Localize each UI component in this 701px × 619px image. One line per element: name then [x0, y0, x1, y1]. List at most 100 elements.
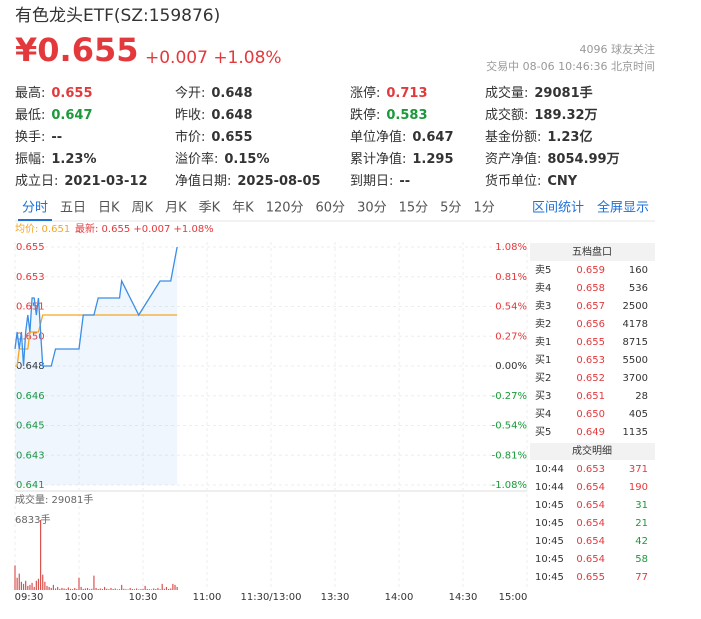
legend-average: 均价: 0.651	[15, 223, 70, 235]
trade-volume: 58	[635, 554, 648, 565]
book-price: 0.655	[576, 337, 605, 348]
stat-label: 到期日:	[350, 174, 393, 189]
period-tab[interactable]: 120分	[266, 201, 304, 216]
volume-bar	[155, 588, 157, 590]
volume-bar	[59, 588, 61, 590]
stat-label: 资产净值:	[485, 151, 541, 167]
trade-price: 0.654	[576, 518, 605, 529]
volume-bar	[110, 587, 112, 590]
stat-item: 跌停: 0.583	[350, 107, 428, 123]
volume-bar	[80, 586, 82, 590]
stat-label: 货币单位:	[485, 173, 541, 189]
volume-bar	[14, 565, 16, 590]
stat-value: CNY	[547, 174, 577, 189]
trades-title: 成交明细	[572, 444, 612, 457]
y-tick-label: 0.655	[16, 242, 45, 253]
volume-bar	[84, 588, 86, 590]
stat-value: 1.295	[412, 152, 453, 167]
stat-value: 1.23亿	[547, 129, 592, 145]
fund-title: 有色龙头ETF(SZ:159876)	[15, 6, 220, 26]
period-tab[interactable]: 季K	[199, 201, 221, 216]
volume-bar	[153, 588, 155, 590]
period-tab[interactable]: 5分	[440, 201, 461, 216]
stat-label: 溢价率:	[175, 151, 218, 167]
volume-bar	[125, 589, 127, 590]
trade-volume: 190	[629, 482, 648, 493]
period-tab[interactable]: 30分	[357, 201, 387, 216]
volume-bar	[161, 583, 163, 590]
volume-bar	[50, 587, 52, 590]
volume-bar	[91, 588, 93, 590]
stat-label: 单位净值:	[350, 129, 406, 145]
stat-label: 基金份额:	[485, 129, 541, 145]
volume-bar	[97, 588, 99, 590]
stat-value: 0.647	[412, 130, 453, 145]
volume-bar	[116, 589, 118, 590]
volume-bar	[89, 589, 91, 590]
stat-value: --	[51, 130, 62, 145]
book-price: 0.653	[576, 355, 605, 366]
book-volume: 28	[635, 391, 648, 402]
volume-bar	[93, 575, 95, 590]
stat-label: 市价:	[175, 129, 205, 145]
y-tick-label: 0.646	[16, 391, 45, 402]
y-tick-label: 0.641	[16, 480, 45, 491]
stat-label: 成交量:	[485, 85, 528, 101]
trade-volume: 77	[635, 572, 648, 583]
stat-label: 换手:	[15, 130, 45, 145]
period-tab[interactable]: 日K	[98, 201, 120, 216]
trade-time: 10:45	[535, 518, 564, 529]
period-tab[interactable]: 年K	[232, 201, 254, 216]
volume-bar	[140, 589, 142, 590]
volume-bar	[18, 573, 20, 590]
x-tick-label: 14:30	[449, 592, 478, 603]
stat-item: 成交量: 29081手	[485, 85, 593, 101]
y-tick-label: 0.650	[16, 331, 45, 342]
volume-bar	[25, 580, 27, 590]
stat-item: 换手: --	[15, 130, 62, 145]
volume-bar	[121, 584, 123, 590]
stat-value: 0.15%	[224, 152, 269, 167]
book-price: 0.657	[576, 301, 605, 312]
period-tab[interactable]: 月K	[165, 201, 187, 216]
period-tab[interactable]: 分时	[22, 201, 48, 216]
period-tab[interactable]: 1分	[473, 201, 494, 216]
trade-price: 0.654	[576, 554, 605, 565]
stat-item: 成立日: 2021-03-12	[15, 174, 148, 189]
stat-label: 净值日期:	[175, 173, 231, 189]
y2-tick-label: 0.54%	[495, 302, 527, 313]
volume-bar	[114, 588, 116, 590]
book-price: 0.658	[576, 283, 605, 294]
book-label: 卖2	[535, 318, 551, 330]
trade-status: 交易中 08-06 10:46:36 北京时间	[486, 59, 655, 73]
period-tab[interactable]: 60分	[316, 201, 346, 216]
range-stats-link[interactable]: 区间统计	[532, 201, 584, 216]
period-tab[interactable]: 五日	[60, 201, 86, 216]
volume-bar	[37, 578, 40, 590]
book-label: 买3	[535, 390, 551, 402]
stat-value: 0.648	[211, 108, 252, 123]
volume-tick-label: 6833手	[15, 513, 50, 526]
volume-title: 成交量: 29081手	[15, 493, 93, 506]
period-tab[interactable]: 15分	[399, 201, 429, 216]
book-price: 0.652	[576, 373, 605, 384]
trade-price: 0.654	[576, 482, 605, 493]
stat-value: --	[399, 174, 410, 189]
period-tab[interactable]: 周K	[132, 201, 154, 216]
book-price: 0.650	[576, 409, 605, 420]
stat-item: 最高: 0.655	[15, 85, 93, 101]
stat-item: 净值日期: 2025-08-05	[175, 173, 321, 189]
book-price: 0.649	[576, 427, 605, 438]
trade-time: 10:45	[535, 536, 564, 547]
volume-bar	[52, 584, 54, 590]
y2-tick-label: -0.27%	[492, 391, 527, 402]
book-price: 0.651	[576, 391, 605, 402]
stat-value: 2021-03-12	[64, 174, 147, 189]
volume-bar	[101, 589, 104, 590]
x-tick-label: 13:30	[321, 592, 350, 603]
volume-bar	[57, 586, 59, 590]
fullscreen-link[interactable]: 全屏显示	[597, 200, 649, 216]
stat-value: 8054.99万	[547, 152, 619, 167]
order-book-title: 五档盘口	[572, 245, 612, 258]
